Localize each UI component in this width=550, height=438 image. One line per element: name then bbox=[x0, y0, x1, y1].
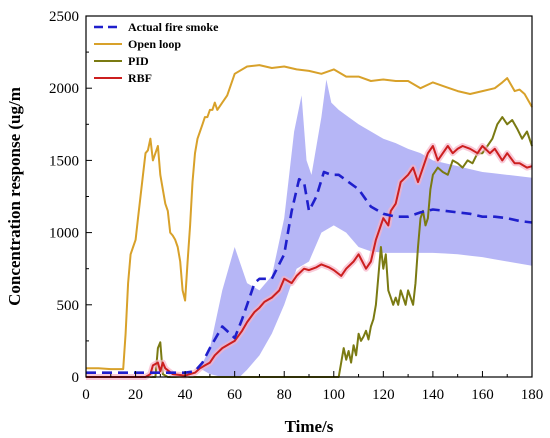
uncertainty-band bbox=[199, 79, 532, 377]
x-tick-label: 20 bbox=[128, 387, 143, 403]
legend-label-actual-fire-smoke: Actual fire smoke bbox=[128, 20, 219, 34]
plot-area: 0 20 40 60 80 100 120 140 160 180 0 500 1000 1500 200… bbox=[49, 9, 543, 403]
y-tick-label: 500 bbox=[57, 298, 80, 314]
x-tick-label: 140 bbox=[422, 387, 445, 403]
x-tick-label: 80 bbox=[277, 387, 292, 403]
x-tick-label: 60 bbox=[227, 387, 242, 403]
band-layer bbox=[199, 79, 532, 377]
y-tick-label: 0 bbox=[72, 370, 80, 386]
series-actual-fire-smoke-line bbox=[86, 170, 533, 374]
x-tick-label: 0 bbox=[82, 387, 90, 403]
x-tick-label: 180 bbox=[521, 387, 544, 403]
x-tick-label: 40 bbox=[178, 387, 193, 403]
legend-label-pid: PID bbox=[128, 54, 149, 68]
x-tick-label: 100 bbox=[323, 387, 346, 403]
legend: Actual fire smoke Open loop PID RBF bbox=[94, 20, 219, 85]
series-open-loop-line bbox=[86, 64, 533, 371]
series-layer bbox=[86, 64, 533, 380]
x-tick-label: 160 bbox=[471, 387, 494, 403]
x-axis-title: Time/s bbox=[285, 417, 334, 436]
y-tick-label: 1000 bbox=[49, 226, 79, 242]
series-rbf-line bbox=[86, 145, 533, 378]
x-ticks: 0 20 40 60 80 100 120 140 160 180 bbox=[82, 371, 543, 403]
y-tick-label: 2000 bbox=[49, 81, 79, 97]
legend-label-rbf: RBF bbox=[128, 71, 152, 85]
y-tick-label: 1500 bbox=[49, 153, 79, 169]
y-axis-title: Concentration response (ug/m bbox=[5, 87, 24, 306]
y-ticks: 0 500 1000 1500 2000 2500 bbox=[49, 9, 92, 386]
x-tick-label: 120 bbox=[372, 387, 395, 403]
legend-label-open-loop: Open loop bbox=[128, 37, 181, 51]
y-tick-label: 2500 bbox=[49, 9, 79, 25]
